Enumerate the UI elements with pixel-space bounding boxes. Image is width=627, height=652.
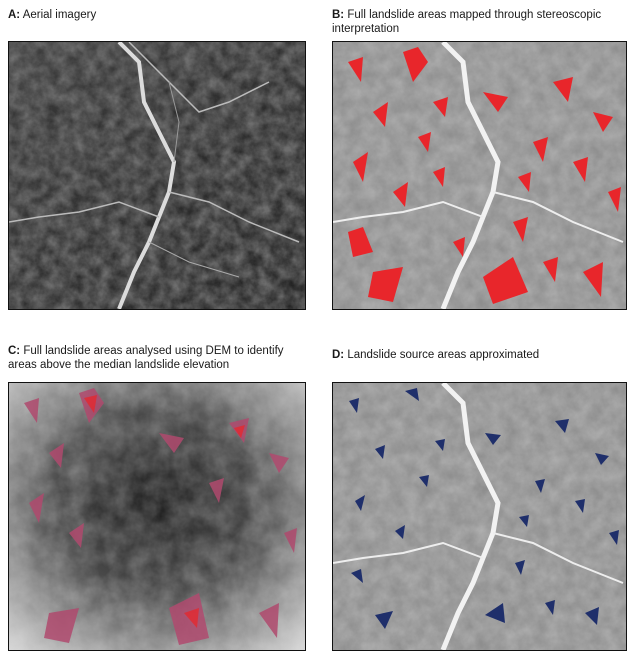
dem-analysis-graphic [9, 383, 305, 650]
panel-letter-b: B: [332, 9, 345, 21]
mapped-landslides-graphic [333, 42, 626, 309]
caption-d: D: Landslide source areas approximated [332, 348, 622, 362]
source-areas-graphic [333, 383, 626, 650]
source-areas-image [332, 382, 627, 651]
dem-landslide-polygons [24, 388, 297, 645]
caption-text-d: Landslide source areas approximated [347, 349, 540, 361]
mapped-landslides-image [332, 41, 627, 310]
caption-c: C: Full landslide areas analysed using D… [8, 344, 308, 372]
caption-b: B: Full landslide areas mapped through s… [332, 8, 622, 36]
panel-letter-c: C: [8, 345, 21, 357]
caption-a: A: Aerial imagery [8, 8, 308, 22]
dem-analysis-image [8, 382, 306, 651]
aerial-imagery-graphic [9, 42, 305, 309]
landslide-polygons [348, 47, 621, 304]
panel-letter-d: D: [332, 349, 345, 361]
panel-letter-a: A: [8, 9, 21, 21]
source-area-polygons [349, 388, 619, 629]
aerial-image [8, 41, 306, 310]
caption-text-a: Aerial imagery [22, 9, 97, 21]
caption-text-b: Full landslide areas mapped through ster… [332, 9, 602, 35]
caption-text-c: Full landslide areas analysed using DEM … [8, 345, 284, 371]
